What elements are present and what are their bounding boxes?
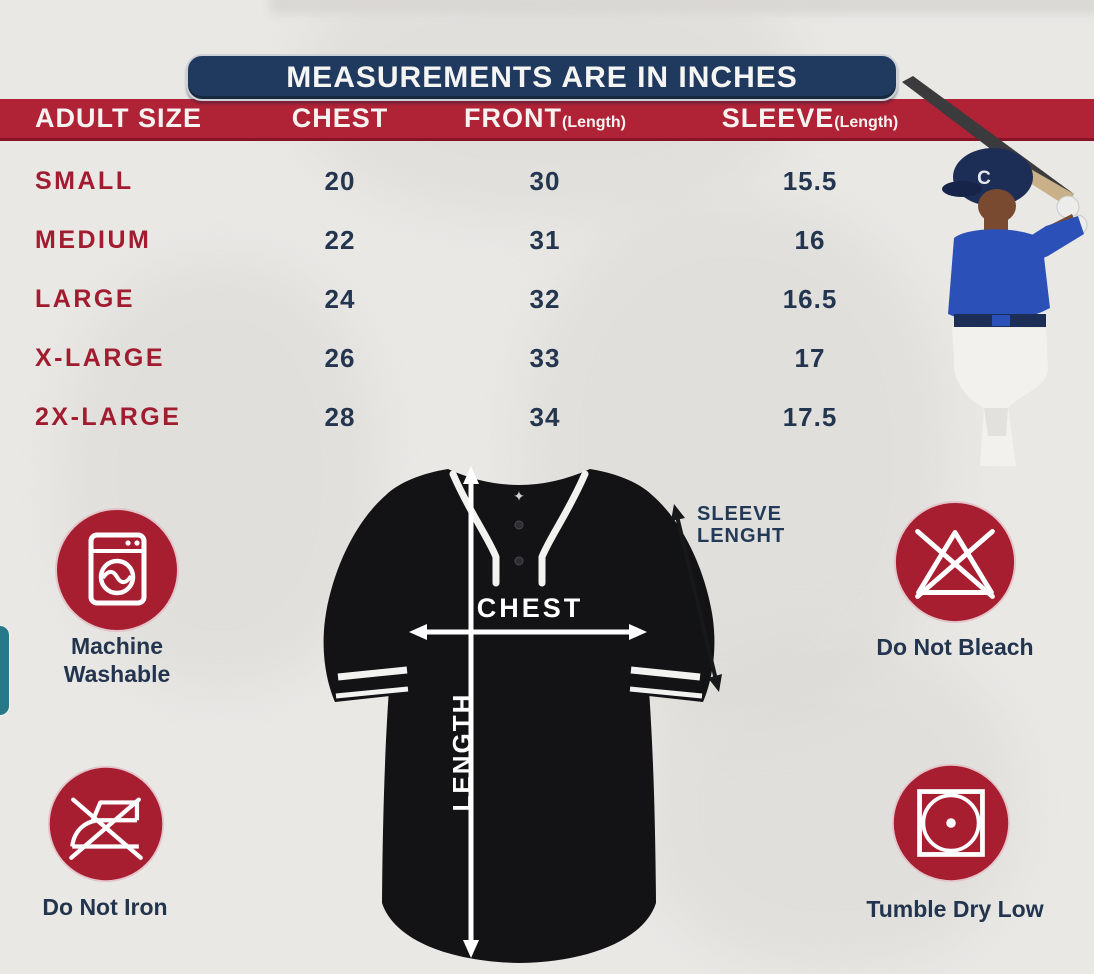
baseball-player-photo: C [902,76,1088,466]
sleeve-value: 15.5 [782,166,838,196]
chest-value: 28 [324,402,356,432]
banner-title: MEASUREMENTS ARE IN INCHES [286,60,798,94]
left-edge-tab [0,626,9,715]
cuff-stripe [630,666,701,681]
column-header-size: ADULT SIZE [35,103,202,133]
jersey-logo: ✦ [513,488,525,504]
front-value: 31 [529,225,561,255]
machine-washable-label: Machine Washable [63,633,171,687]
size-table: SMALL 20 30 15.5 MEDIUM 22 31 16 LARGE 2… [0,152,960,447]
cuff-stripe [337,666,408,681]
do-not-bleach-label: Do Not Bleach [876,634,1034,660]
chest-value: 20 [324,166,356,196]
column-header-front: FRONT(Length) [464,103,626,133]
sleeve-length-suffix: (Length) [834,114,899,131]
chest-value: 26 [324,343,356,373]
table-row: 2X-LARGE 28 34 17.5 [0,388,960,447]
washing-machine-icon [55,508,179,632]
player-pants [952,327,1048,466]
tumble-dry-low-icon [891,763,1011,883]
do-not-iron-icon [47,765,165,883]
sleeve-value: 16.5 [782,284,838,314]
table-row: X-LARGE 26 33 17 [0,329,960,388]
size-name: X-LARGE [35,344,165,372]
sleeve-arrow [671,504,722,692]
measurements-banner: MEASUREMENTS ARE IN INCHES [186,54,898,101]
front-length-suffix: (Length) [562,114,626,131]
sleeve-value: 17.5 [782,402,838,432]
collar-piping-left [449,470,500,587]
player-jersey [948,229,1050,323]
chest-arrow [409,624,647,640]
chest-value: 24 [324,284,356,314]
size-name: 2X-LARGE [35,403,182,431]
table-header-bar: ADULT SIZE CHEST FRONT(Length) SLEEVE(Le… [0,99,1094,141]
length-arrow [463,466,479,958]
chest-value: 22 [324,225,356,255]
front-value: 34 [529,402,561,432]
cuff-stripe [629,686,703,699]
size-name: SMALL [35,167,134,195]
player-face [978,189,1016,223]
front-value: 30 [529,166,561,196]
table-row: LARGE 24 32 16.5 [0,270,960,329]
sleeve-value: 17 [794,343,826,373]
sleeve-length-label: SLEEVE LENGHT [697,503,786,547]
do-not-bleach-icon [893,500,1017,624]
length-label: LENGTH [447,693,477,812]
jersey-silhouette [323,469,715,963]
jersey-button [514,556,524,566]
helmet-letter: C [977,168,991,189]
tumble-dry-low-label: Tumble Dry Low [866,896,1044,922]
do-not-iron-label: Do Not Iron [42,894,168,920]
sleeve-value: 16 [794,225,826,255]
size-name: LARGE [35,285,135,313]
front-value: 32 [529,284,561,314]
cuff-stripe [335,686,409,699]
table-row: MEDIUM 22 31 16 [0,211,960,270]
column-header-sleeve: SLEEVE(Length) [721,103,899,133]
collar-piping-right [538,470,589,587]
chest-label: CHEST [477,593,584,623]
size-name: MEDIUM [35,226,152,254]
front-value: 33 [529,343,561,373]
column-header-chest: CHEST [291,103,389,133]
jersey-button [514,520,524,530]
jersey-measurement-diagram: ✦ LENGTH CHEST [323,466,722,963]
table-row: SMALL 20 30 15.5 [0,152,960,211]
